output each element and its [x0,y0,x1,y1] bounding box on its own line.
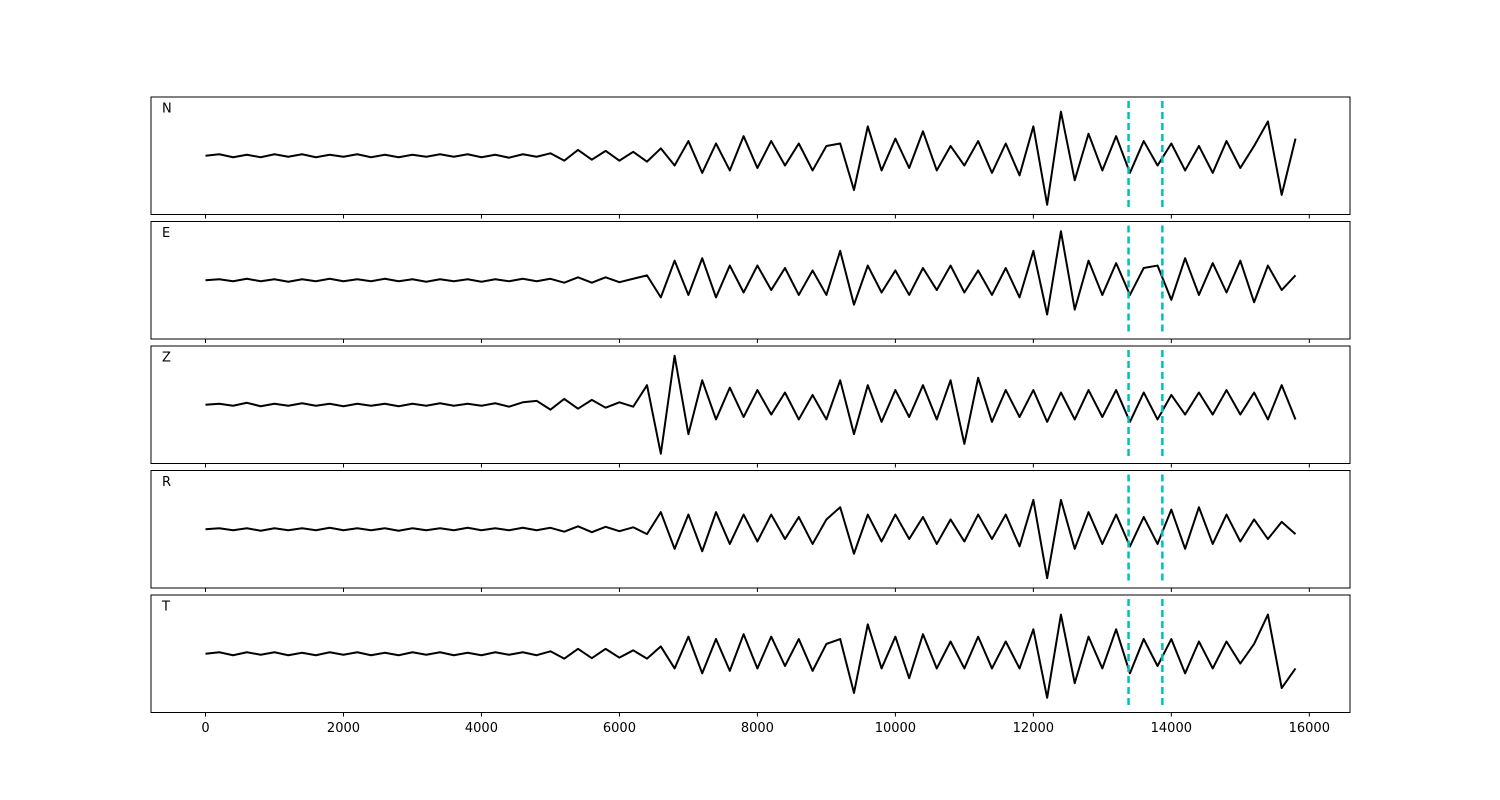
trace [205,613,1297,699]
panel-label: E [162,226,170,241]
trace [205,498,1297,580]
panel-label: R [162,475,171,490]
panel-frame [150,96,1351,215]
trace [205,230,1297,316]
x-tick-label: 12000 [1013,721,1054,736]
trace [205,354,1297,455]
panel-label: T [161,600,170,615]
panel-label: N [162,102,172,117]
panel-frame [150,221,1351,340]
x-tick-label: 6000 [603,721,636,736]
panel-frame [150,470,1351,589]
trace [205,110,1297,206]
x-tick-label: 16000 [1289,721,1330,736]
x-tick-label: 4000 [465,721,498,736]
x-tick-label: 10000 [875,721,916,736]
x-tick-label: 8000 [741,721,774,736]
panel-frame [150,594,1351,713]
panel-frame [150,345,1351,464]
panel-label: Z [162,351,171,366]
x-tick-label: 2000 [327,721,360,736]
x-tick-label: 0 [201,721,209,736]
x-tick-label: 14000 [1151,721,1192,736]
